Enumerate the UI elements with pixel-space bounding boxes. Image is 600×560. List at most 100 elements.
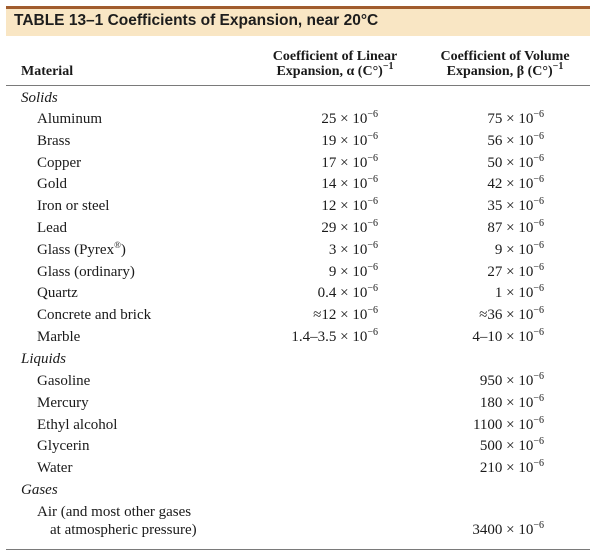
linear-coefficient-value: 12: [321, 198, 337, 214]
table-row: Brass 19 × 10−6 56 × 10−6: [0, 131, 600, 155]
volume-coefficient-value: 180: [479, 395, 503, 411]
volume-coefficient-value: 500: [479, 438, 503, 454]
linear-coefficient-value: ≈12: [313, 307, 337, 323]
volume-coefficient-times: × 10: [502, 373, 534, 389]
linear-coefficient-exponent: −6: [367, 218, 378, 229]
volume-coefficient: 3400 × 10−6: [472, 520, 544, 539]
table-row: Mercury 180 × 10−6: [0, 393, 600, 417]
table-title: TABLE 13–1 Coefficients of Expansion, ne…: [14, 12, 379, 29]
volume-coefficient-value: 210: [479, 460, 503, 476]
material-name-text: Brass: [37, 133, 71, 149]
volume-coefficient-times: × 10: [502, 522, 534, 538]
linear-coefficient-exponent: −6: [367, 196, 378, 207]
volume-coefficient-value: 27: [487, 264, 503, 280]
linear-coefficient-value: 25: [321, 111, 337, 127]
linear-coefficient: 0.4 × 10−6: [318, 283, 378, 302]
material-name-text: Marble: [37, 329, 81, 345]
linear-coefficient-exponent: −6: [367, 283, 378, 294]
table-row: Lead 29 × 10−6 87 × 10−6: [0, 218, 600, 242]
category-solids: Solids: [21, 90, 58, 106]
linear-coefficient: 25 × 10−6: [321, 109, 378, 128]
header-linear-line1: Coefficient of Linear: [272, 49, 398, 64]
volume-coefficient: 950 × 10−6: [480, 371, 544, 390]
header-material: Material: [21, 64, 74, 79]
linear-coefficient-value: 9: [328, 264, 337, 280]
material-name-text: Glass (ordinary): [37, 264, 135, 280]
volume-coefficient-value: 1: [494, 285, 503, 301]
linear-coefficient: ≈12 × 10−6: [313, 305, 378, 324]
linear-coefficient-exponent: −6: [367, 327, 378, 338]
volume-coefficient: 42 × 10−6: [487, 174, 544, 193]
linear-coefficient-times: × 10: [336, 242, 368, 258]
header-linear-line2: Expansion, α (C°)−1: [276, 61, 394, 79]
volume-coefficient-exponent: −6: [533, 218, 544, 229]
volume-coefficient-times: × 10: [502, 264, 534, 280]
volume-coefficient-times: × 10: [502, 111, 534, 127]
material-name: Ethyl alcohol: [37, 417, 117, 434]
linear-coefficient-times: × 10: [336, 176, 368, 192]
volume-coefficient-exponent: −6: [533, 131, 544, 142]
material-name-text: Gasoline: [37, 373, 91, 389]
material-name: Glycerin: [37, 438, 89, 455]
volume-coefficient-exponent: −6: [533, 415, 544, 426]
volume-coefficient-value: 9: [494, 242, 503, 258]
material-name-text: Ethyl alcohol: [37, 417, 118, 433]
header-volume: Coefficient of Volume Expansion, β (C°)−…: [420, 49, 590, 80]
material-name-text: Gold: [37, 176, 67, 192]
linear-coefficient: 12 × 10−6: [321, 196, 378, 215]
volume-coefficient: 75 × 10−6: [487, 109, 544, 128]
registered-mark: ®: [114, 240, 121, 250]
volume-coefficient: 56 × 10−6: [487, 131, 544, 150]
material-name-text: Glycerin: [37, 438, 90, 454]
linear-coefficient-times: × 10: [336, 220, 368, 236]
linear-coefficient-value: 17: [321, 155, 337, 171]
volume-coefficient-times: × 10: [502, 198, 534, 214]
linear-coefficient: 29 × 10−6: [321, 218, 378, 237]
linear-coefficient: 9 × 10−6: [328, 262, 378, 281]
volume-coefficient-times: × 10: [502, 329, 534, 345]
volume-coefficient: 500 × 10−6: [479, 436, 544, 455]
category-liquids: Liquids: [21, 351, 67, 367]
material-name: Water: [37, 460, 72, 477]
material-name: Glass (ordinary): [37, 264, 135, 281]
linear-coefficient-times: × 10: [336, 285, 368, 301]
material-name-text: Mercury: [37, 395, 89, 411]
table-row: Copper 17 × 10−6 50 × 10−6: [0, 153, 600, 177]
volume-coefficient-exponent: −6: [533, 262, 544, 273]
volume-coefficient-value: 75: [487, 111, 503, 127]
volume-coefficient-exponent: −6: [533, 520, 544, 531]
material-name-text: Lead: [37, 220, 67, 236]
material-name: Quartz: [37, 285, 78, 302]
volume-coefficient-exponent: −6: [533, 196, 544, 207]
material-name-text: Quartz: [37, 285, 78, 301]
volume-coefficient-exponent: −6: [533, 436, 544, 447]
material-name: Copper: [37, 155, 81, 172]
volume-coefficient-exponent: −6: [533, 240, 544, 251]
volume-coefficient-times: × 10: [502, 417, 534, 433]
table-row: Air (and most other gases at atmospheric …: [0, 504, 600, 544]
table-row: Glass (Pyrex®) 3 × 10−6 9 × 10−6: [0, 240, 600, 264]
volume-coefficient-times: × 10: [502, 155, 534, 171]
material-name-line1: Air (and most other gases: [37, 504, 192, 520]
linear-coefficient: 14 × 10−6: [321, 174, 378, 193]
material-name-tail: ): [120, 242, 126, 258]
linear-coefficient-times: × 10: [336, 307, 368, 323]
table-row: Water 210 × 10−6: [0, 458, 600, 482]
header-linear-power: −1: [382, 61, 394, 72]
volume-coefficient-exponent: −6: [533, 327, 544, 338]
linear-coefficient: 1.4–3.5 × 10−6: [291, 327, 378, 346]
volume-coefficient-exponent: −6: [533, 283, 544, 294]
volume-coefficient-times: × 10: [502, 176, 534, 192]
material-name-text: Glass (Pyrex: [37, 242, 115, 258]
volume-coefficient-value: 50: [487, 155, 503, 171]
table-row: Marble 1.4–3.5 × 10−6 4–10 × 10−6: [0, 327, 600, 351]
material-name-line2: at atmospheric pressure): [50, 522, 197, 538]
volume-coefficient-exponent: −6: [533, 305, 544, 316]
linear-coefficient-times: × 10: [336, 133, 368, 149]
volume-coefficient-times: × 10: [502, 242, 534, 258]
material-name: Marble: [37, 329, 80, 346]
volume-coefficient: 4–10 × 10−6: [472, 327, 544, 346]
material-name: Brass: [37, 133, 70, 150]
table-row: Glycerin 500 × 10−6: [0, 436, 600, 460]
volume-coefficient-value: 3400: [472, 522, 503, 538]
